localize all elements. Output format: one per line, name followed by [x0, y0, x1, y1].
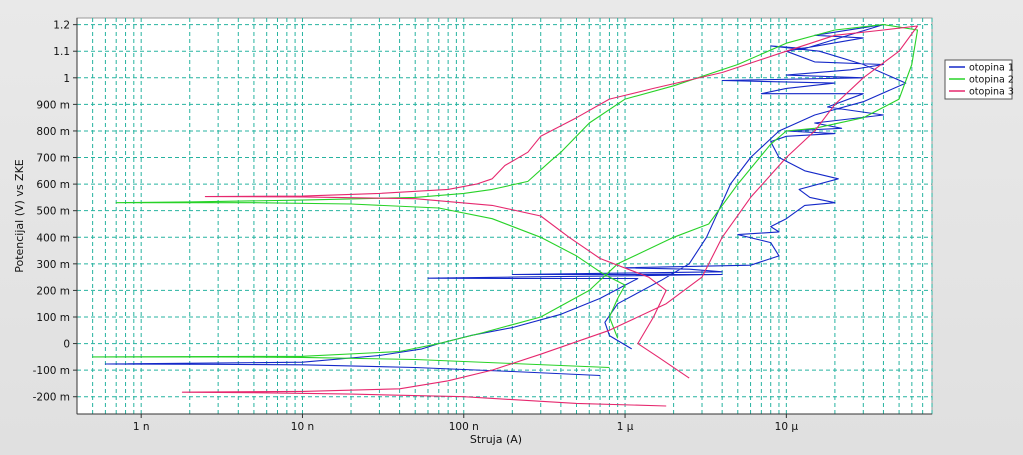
y-tick-label: 700 m	[36, 153, 70, 165]
series-line-1	[104, 24, 907, 377]
legend-label-3: otopina 3	[969, 87, 1014, 98]
y-tick-label: 300 m	[36, 259, 70, 271]
y-tick-label: -100 m	[33, 365, 70, 377]
y-tick-label: 0	[63, 339, 70, 351]
x-tick-label: 100 n	[449, 421, 479, 433]
y-ticks: -200 m -100 m 0 100 m 200 m 300 m 400 m 500 m 60…	[33, 20, 77, 404]
y-tick-label: 800 m	[36, 126, 70, 138]
series-line-2	[92, 24, 919, 369]
y-tick-label: 500 m	[36, 206, 70, 218]
y-tick-label: 1.2	[53, 20, 70, 32]
x-ticks: 1 n 10 n 100 n 1 µ 10 µ	[133, 414, 799, 433]
y-tick-label: 1.1	[53, 46, 70, 58]
y-tick-label: 400 m	[36, 232, 70, 244]
y-axis-title: Potencijal (V) vs ZKE	[13, 159, 26, 273]
y-tick-label: 100 m	[36, 312, 70, 324]
x-tick-label: 1 n	[133, 421, 150, 433]
y-tick-label: 600 m	[36, 179, 70, 191]
y-tick-label: 200 m	[36, 285, 70, 297]
x-tick-label: 10 µ	[775, 421, 799, 433]
legend-label-1: otopina 1	[969, 63, 1014, 74]
series-layer	[92, 24, 919, 407]
y-tick-label: 1	[63, 73, 70, 85]
y-tick-label: -200 m	[33, 392, 70, 404]
y-tick-label: 900 m	[36, 99, 70, 111]
legend-label-2: otopina 2	[969, 75, 1014, 86]
x-tick-label: 10 n	[291, 421, 314, 433]
x-axis-title: Struja (A)	[470, 433, 522, 446]
x-tick-label: 1 µ	[617, 421, 634, 433]
series-line-3	[181, 25, 919, 407]
